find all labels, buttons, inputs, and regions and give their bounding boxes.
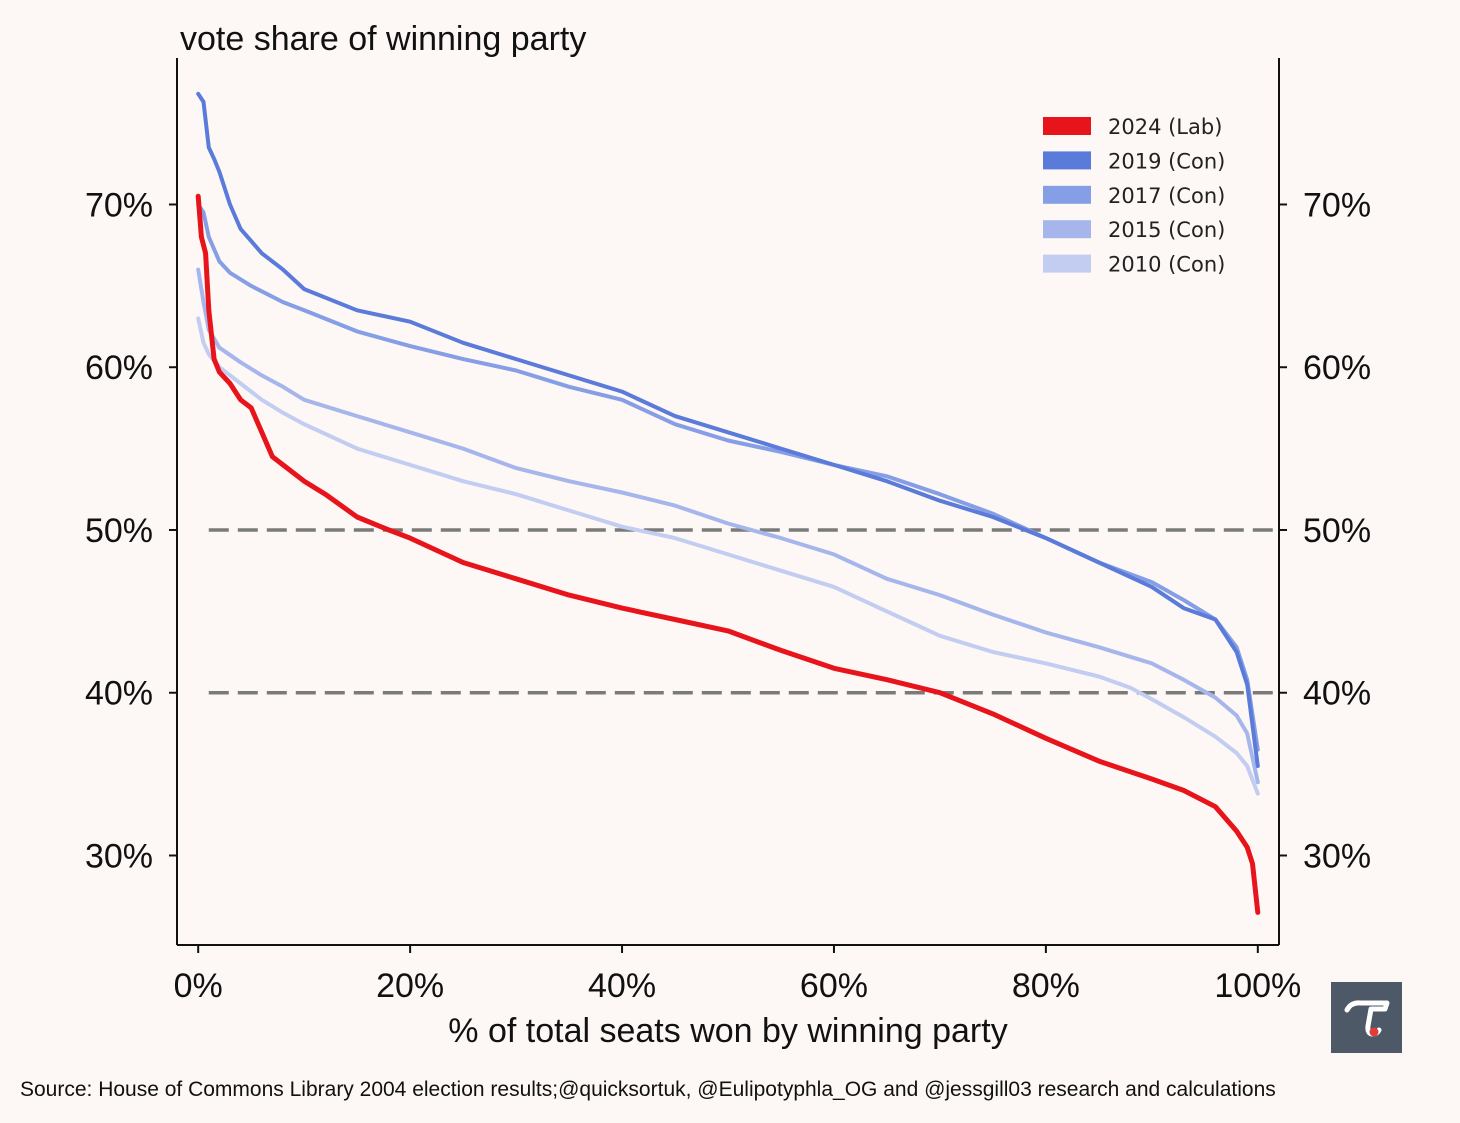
series-line-2015-con: [196, 267, 1260, 785]
legend-swatch: [1043, 185, 1091, 204]
legend-swatch: [1043, 151, 1091, 170]
x-tick-label: 60%: [800, 967, 868, 1005]
legend-label: 2015 (Con): [1108, 218, 1225, 242]
x-tick-label: 0%: [174, 967, 223, 1005]
series-line-2019-con: [196, 91, 1260, 768]
legend-label: 2019 (Con): [1108, 149, 1225, 173]
series-line-2024-lab: [195, 193, 1261, 915]
y-tick-label-left: 60%: [85, 349, 153, 387]
series-lines: [195, 91, 1261, 915]
tau-icon: [1344, 999, 1389, 1036]
publisher-logo: [1331, 982, 1402, 1053]
axes: 30% 30% 40% 40% 50% 50% 60% 60% 70% 70% 0% 20% 40% 60…: [85, 186, 1371, 1005]
legend: 2024 (Lab) 2019 (Con) 2017 (Con) 2015 (Con)…: [1043, 115, 1225, 277]
y-tick-label-right: 30%: [1303, 837, 1371, 875]
legend-swatch: [1043, 117, 1091, 135]
series-line-2010-con: [196, 316, 1260, 796]
x-tick-label: 100%: [1214, 967, 1301, 1005]
legend-label: 2010 (Con): [1108, 253, 1225, 277]
y-tick-label-left: 40%: [85, 675, 153, 713]
y-tick-label-right: 70%: [1303, 186, 1371, 224]
chart-title: vote share of winning party: [180, 20, 586, 58]
y-tick-label-left: 70%: [85, 186, 153, 224]
series-line-2017-con: [196, 202, 1260, 752]
legend-swatch: [1043, 254, 1091, 273]
legend-label: 2017 (Con): [1108, 184, 1225, 208]
legend-swatch: [1043, 220, 1091, 239]
y-tick-label-right: 60%: [1303, 349, 1371, 387]
x-tick-label: 80%: [1012, 967, 1080, 1005]
x-tick-label: 40%: [588, 967, 656, 1005]
source-note: Source: House of Commons Library 2004 el…: [20, 1078, 1276, 1101]
y-tick-label-left: 30%: [85, 837, 153, 875]
y-tick-label-left: 50%: [85, 512, 153, 550]
reference-lines: [208, 528, 1279, 695]
plot-frame: [176, 58, 1280, 946]
x-axis-title: % of total seats won by winning party: [448, 1012, 1007, 1050]
y-tick-label-right: 50%: [1303, 512, 1371, 550]
y-tick-label-right: 40%: [1303, 675, 1371, 713]
legend-label: 2024 (Lab): [1108, 115, 1222, 139]
x-tick-label: 20%: [376, 967, 444, 1005]
